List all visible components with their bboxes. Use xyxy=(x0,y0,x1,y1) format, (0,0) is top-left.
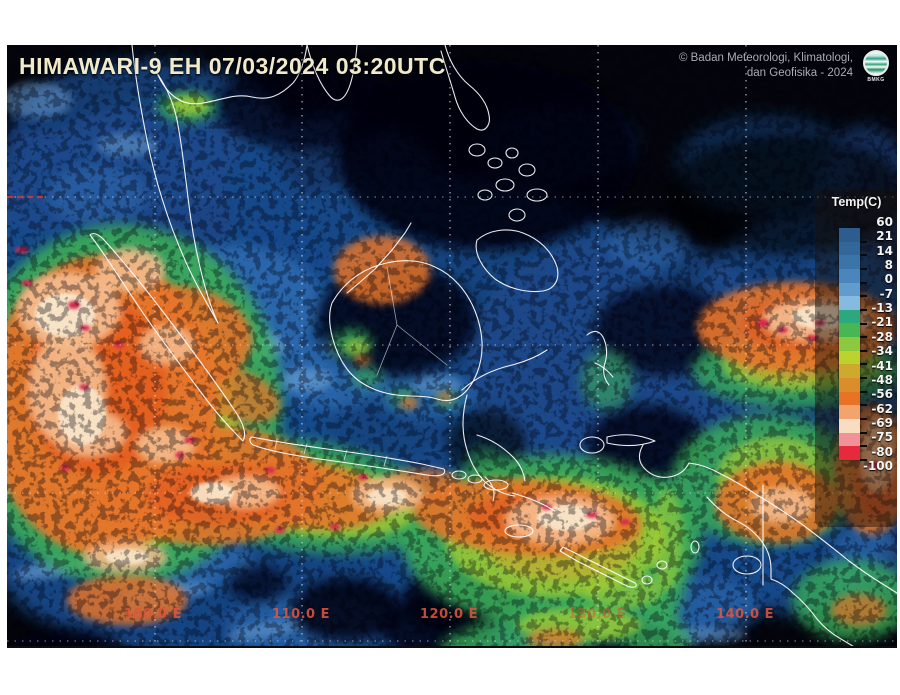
legend-color-band xyxy=(839,418,860,433)
legend-tick-labels: 60 21 14 8 0 -7 -13 -21 -28 -34 -41 -48 -56 -62 -69 -75… xyxy=(815,215,897,495)
legend-tick-mark xyxy=(860,281,867,284)
legend-color-band xyxy=(839,268,860,283)
legend-tick-mark xyxy=(860,295,867,298)
legend-tick-label: -34 xyxy=(871,344,893,359)
legend-color-band xyxy=(839,241,860,256)
legend-tick-mark xyxy=(860,404,867,407)
legend-color-band xyxy=(839,446,860,460)
legend-title: Temp(C) xyxy=(831,195,882,209)
legend-tick-mark xyxy=(860,227,867,229)
legend-tick-label: -48 xyxy=(871,372,893,387)
legend-color-band xyxy=(839,364,860,379)
legend-tick-mark xyxy=(860,349,867,352)
legend-color-band xyxy=(839,350,860,365)
legend-tick-mark xyxy=(860,445,867,448)
legend-tick-label: 21 xyxy=(876,229,893,244)
legend-tick-label: 8 xyxy=(884,258,893,273)
longitude-label-100e: 100.0 E xyxy=(123,607,183,622)
legend-tick-mark xyxy=(860,377,867,380)
longitude-label-120e: 120.0 E xyxy=(419,607,479,622)
legend-color-band xyxy=(839,309,860,324)
legend-color-band xyxy=(839,228,860,242)
legend-tick-mark xyxy=(860,336,867,339)
legend-tick-mark xyxy=(860,431,867,434)
bmkg-logo-icon xyxy=(863,50,889,76)
legend-color-band xyxy=(839,296,860,310)
legend-tick-label: -80 xyxy=(871,444,893,459)
legend-color-band xyxy=(839,432,860,447)
legend-tick-label: 14 xyxy=(876,243,893,258)
legend-tick-mark xyxy=(860,240,867,243)
copyright-notice: © Badan Meteorologi, Klimatologi, dan Ge… xyxy=(679,51,853,81)
coastlines xyxy=(89,45,897,646)
bmkg-logo: BMKG xyxy=(861,50,891,83)
legend-tick-label: 60 xyxy=(876,215,893,229)
legend-color-band xyxy=(839,391,860,406)
bmkg-logo-text: BMKG xyxy=(867,77,885,83)
legend-color-band xyxy=(839,323,860,338)
legend-tick-mark xyxy=(860,418,867,421)
legend-tick-label: -13 xyxy=(871,301,893,316)
temp-legend-panel: Temp(C) 60 21 14 8 0 -7 -13 -21 -28 -34 -41 -48 -56-… xyxy=(815,190,897,527)
legend-tick-mark xyxy=(860,363,867,366)
longitude-label-110e: 110.0 E xyxy=(271,607,331,622)
legend-tick-mark xyxy=(860,322,867,325)
product-title: HIMAWARI-9 EH 07/03/2024 03:20UTC xyxy=(19,53,446,79)
legend-tick-label: 0 xyxy=(884,272,893,287)
legend-tick-mark xyxy=(860,267,867,270)
legend-tick-mark xyxy=(860,308,867,311)
legend-color-band xyxy=(839,378,860,392)
legend-tick-label: -7 xyxy=(879,286,893,301)
copyright-line1: © Badan Meteorologi, Klimatologi, xyxy=(678,52,853,64)
legend-tick-label: -41 xyxy=(871,358,893,373)
legend-tick-label: -62 xyxy=(871,401,893,416)
legend-tick-label: -100 xyxy=(862,458,893,473)
longitude-label-130e: 130.0 E xyxy=(567,607,627,622)
legend-tick-mark xyxy=(860,458,867,461)
legend-tick-label: -75 xyxy=(871,430,893,445)
satellite-map-frame: HIMAWARI-9 EH 07/03/2024 03:20UTC © Bada… xyxy=(7,45,897,648)
grid-lines xyxy=(7,45,897,646)
legend-colorbar xyxy=(839,228,860,460)
legend-tick-mark xyxy=(860,390,867,393)
satellite-imagery xyxy=(7,45,897,646)
legend-tick-label: -28 xyxy=(871,329,893,344)
longitude-label-140e: 140.0 E xyxy=(715,607,775,622)
legend-tick-label: -56 xyxy=(871,387,893,402)
legend-tick-label: -69 xyxy=(871,415,893,430)
legend-tick-label: -21 xyxy=(871,315,893,330)
legend-color-band xyxy=(839,282,860,297)
legend-color-band xyxy=(839,337,860,351)
copyright-line2: dan Geofisika - 2024 xyxy=(746,67,853,79)
cloud-layers xyxy=(7,45,897,646)
legend-color-band xyxy=(839,255,860,269)
legend-color-band xyxy=(839,405,860,419)
legend-tick-mark xyxy=(860,254,867,257)
